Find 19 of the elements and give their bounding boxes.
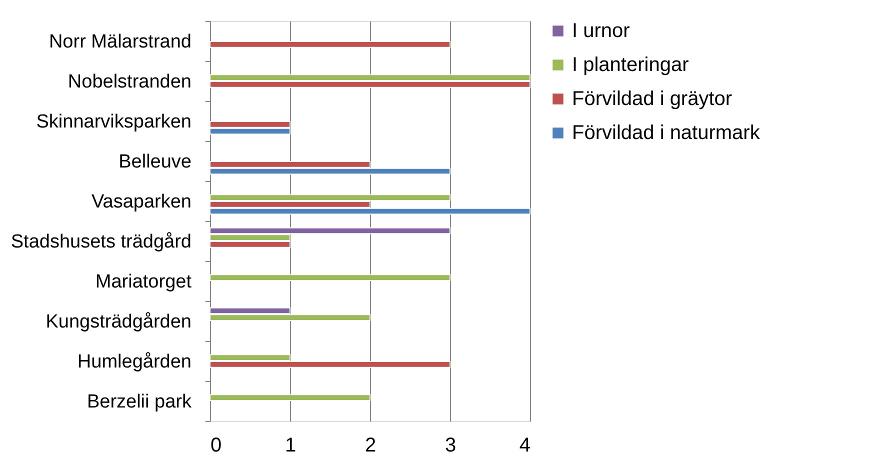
- legend-label: Förvildad i naturmark: [572, 122, 761, 144]
- y-tick-label: Norr Mälarstrand: [48, 32, 192, 52]
- y-tick-label: Skinnarviksparken: [36, 112, 192, 132]
- y-tick-label: Nobelstranden: [68, 72, 192, 92]
- y-tick-label: Stadshusets trädgård: [10, 232, 192, 252]
- x-tick-label: 4: [519, 434, 530, 456]
- y-tick-label: Mariatorget: [95, 272, 192, 292]
- y-tick-label: Vasaparken: [92, 192, 192, 212]
- y-tick-label: Berzelii park: [86, 392, 192, 412]
- x-tick-label: 2: [364, 434, 376, 456]
- y-tick-label: Belleuve: [118, 152, 192, 172]
- y-tick-label: Kungsträdgården: [46, 312, 192, 332]
- legend-label: I urnor: [572, 20, 630, 42]
- y-tick-label: Humlegården: [77, 352, 192, 372]
- x-tick-label: 3: [444, 434, 456, 456]
- x-tick-label: 0: [210, 434, 222, 456]
- legend-label: I planteringar: [572, 54, 690, 76]
- legend-label: Förvildad i gräytor: [572, 88, 732, 110]
- x-tick-label: 1: [284, 434, 296, 456]
